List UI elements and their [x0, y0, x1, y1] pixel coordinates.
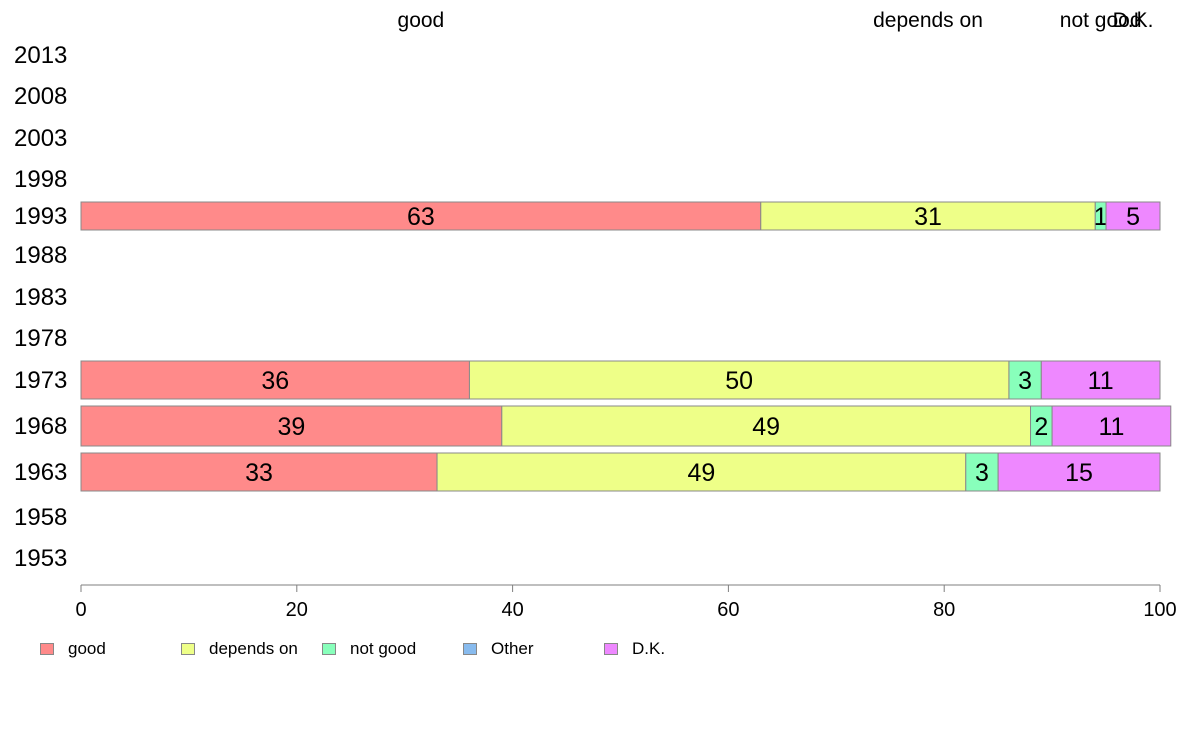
y-tick-label-2008: 2008 — [14, 83, 67, 110]
y-tick-label-1993: 1993 — [14, 203, 67, 230]
data-label-1973-depends-on: 50 — [725, 367, 753, 395]
legend-item-other: Other — [463, 636, 534, 662]
legend-label-not-good: not good — [350, 639, 417, 658]
bar-1968-depends-on — [501, 405, 1032, 447]
data-label-1963-not-good: 3 — [975, 459, 989, 487]
data-label-1973-good: 36 — [261, 367, 289, 395]
data-label-1993-depends-on: 31 — [914, 203, 942, 231]
data-label-1963-depends-on: 49 — [688, 459, 716, 487]
top-label-depends-on: depends on — [873, 9, 983, 32]
bar-1973-depends-on — [468, 360, 1010, 400]
y-tick-label-1968: 1968 — [14, 413, 67, 440]
bar-1973-good — [80, 360, 470, 400]
legend-label-dk: D.K. — [632, 639, 666, 658]
data-label-1993-d-k-: 5 — [1126, 203, 1140, 231]
x-tick-label-100: 100 — [1143, 599, 1176, 621]
y-tick-label-1983: 1983 — [14, 284, 67, 311]
legend-label-other: Other — [491, 639, 534, 658]
top-label-not-good: not good — [1060, 9, 1142, 32]
legend: good depends on not good Other D.K. — [0, 636, 1188, 662]
y-tick-label-1988: 1988 — [14, 242, 67, 269]
y-tick-label-1978: 1978 — [14, 325, 67, 352]
legend-swatch-other — [463, 643, 477, 655]
legend-label-good: good — [68, 639, 106, 658]
bar-1963-depends-on — [436, 452, 967, 492]
legend-item-good: good — [40, 636, 106, 662]
bar-1993-d-k- — [1105, 201, 1161, 231]
y-tick-label-1963: 1963 — [14, 459, 67, 486]
legend-item-dk: D.K. — [604, 636, 665, 662]
bar-1963-d-k- — [997, 452, 1161, 492]
data-label-1963-good: 33 — [245, 459, 273, 487]
data-label-1968-depends-on: 49 — [752, 413, 780, 441]
top-label-good: good — [398, 9, 445, 32]
x-tick-label-60: 60 — [717, 599, 739, 621]
y-tick-label-2013: 2013 — [14, 42, 67, 69]
legend-swatch-not-good — [322, 643, 336, 655]
y-tick-label-1998: 1998 — [14, 166, 67, 193]
data-label-1968-d-k-: 11 — [1098, 413, 1124, 441]
data-label-1973-d-k-: 11 — [1088, 367, 1114, 395]
bar-1963-not-good — [965, 452, 999, 492]
data-label-1963-d-k-: 15 — [1065, 459, 1093, 487]
y-tick-label-1973: 1973 — [14, 367, 67, 394]
bar-1973-d-k- — [1040, 360, 1161, 400]
legend-swatch-dk — [604, 643, 618, 655]
y-tick-label-2003: 2003 — [14, 125, 67, 152]
bar-1993-depends-on — [760, 201, 1096, 231]
legend-item-not-good: not good — [322, 636, 416, 662]
legend-label-depends-on: depends on — [209, 639, 298, 658]
legend-swatch-good — [40, 643, 54, 655]
data-label-1968-not-good: 2 — [1034, 413, 1048, 441]
data-label-1968-good: 39 — [277, 413, 305, 441]
bar-1968-good — [80, 405, 503, 447]
legend-item-depends-on: depends on — [181, 636, 298, 662]
x-tick-label-0: 0 — [75, 599, 86, 621]
y-tick-label-1958: 1958 — [14, 504, 67, 531]
y-tick-label-1953: 1953 — [14, 545, 67, 572]
bar-1973-not-good — [1008, 360, 1042, 400]
top-label-d-k-: D.K. — [1113, 9, 1154, 32]
data-label-1973-not-good: 3 — [1018, 367, 1032, 395]
bar-1968-d-k- — [1051, 405, 1172, 447]
data-label-1993-good: 63 — [407, 203, 435, 231]
data-label-1993-not-good: 1 — [1094, 203, 1108, 231]
x-tick-label-20: 20 — [286, 599, 308, 621]
legend-swatch-depends-on — [181, 643, 195, 655]
x-tick-label-80: 80 — [933, 599, 955, 621]
x-tick-label-40: 40 — [501, 599, 523, 621]
bar-1963-good — [80, 452, 438, 492]
